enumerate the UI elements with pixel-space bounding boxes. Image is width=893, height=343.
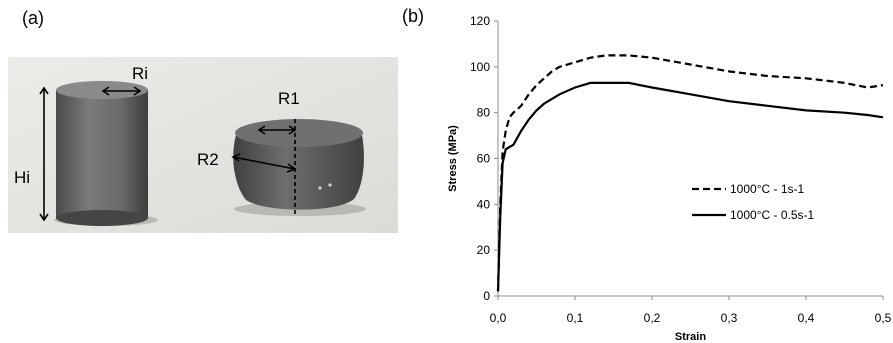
x-tick-label: 0,5 (875, 311, 892, 325)
y-tick-label: 40 (477, 197, 491, 211)
y-tick-label: 120 (470, 14, 490, 28)
ri-label: Ri (132, 64, 148, 83)
specimen-photo: Ri Hi R1 R2 (8, 57, 398, 233)
series-line-1 (496, 54, 884, 292)
chart-axes: 0 20 40 60 80 100 120 0,0 0,1 0,2 0,3 0,4 0,5 (470, 14, 892, 325)
x-tick-label: 0,3 (721, 311, 738, 325)
panel-b-label: (b) (402, 6, 424, 26)
x-tick-label: 0,1 (567, 311, 584, 325)
y-tick-label: 60 (477, 152, 491, 166)
hi-label: Hi (14, 168, 30, 187)
initial-cylinder-specimen (54, 81, 158, 226)
y-tick-label: 0 (483, 289, 490, 303)
x-tick-label: 0,2 (644, 311, 661, 325)
x-axis-title: Strain (675, 331, 706, 343)
y-tick-label: 100 (470, 60, 490, 74)
legend-label-2: 1000°C - 0.5s-1 (730, 208, 815, 222)
y-tick-label: 20 (477, 243, 491, 257)
r2-label: R2 (197, 150, 219, 169)
stress-strain-chart: 0 20 40 60 80 100 120 0,0 0,1 0,2 0,3 0,4 0,5 1000°C… (447, 14, 892, 343)
x-tick-label: 0,0 (490, 311, 507, 325)
x-tick-label: 0,4 (798, 311, 815, 325)
panel-a-label: (a) (22, 8, 44, 28)
compressed-disc-specimen (233, 119, 366, 216)
legend-label-1: 1000°C - 1s-1 (730, 182, 804, 196)
dimension-arrows (39, 86, 297, 222)
y-axis-title: Stress (MPa) (447, 125, 459, 192)
y-tick-label: 80 (477, 106, 491, 120)
r1-label: R1 (278, 89, 300, 108)
chart-legend: 1000°C - 1s-1 1000°C - 0.5s-1 (692, 182, 815, 222)
chart-series (496, 54, 884, 292)
series-line-2 (496, 81, 884, 292)
